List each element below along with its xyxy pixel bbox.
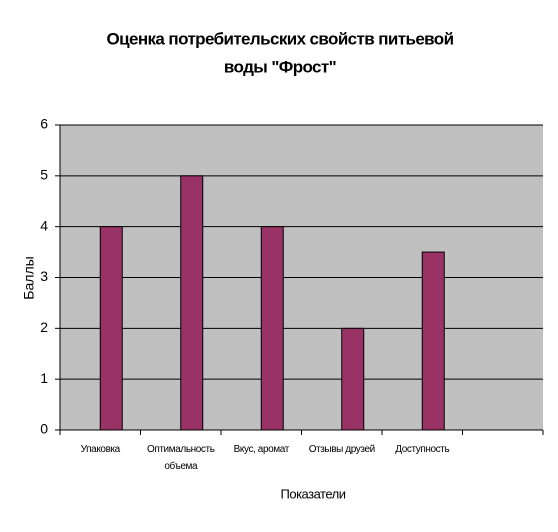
- bar: [180, 175, 204, 431]
- x-tick-label: Упаковка: [80, 444, 121, 455]
- chart-title: Оценка потребительских свойств питьевой: [107, 29, 454, 48]
- y-tick-label: 1: [40, 370, 48, 386]
- y-tick-label: 4: [40, 217, 48, 233]
- x-tick-label: Отзывы друзей: [308, 444, 376, 455]
- y-tick-label: 3: [40, 268, 48, 284]
- y-tick-label: 0: [40, 421, 48, 437]
- x-tick-label: Доступность: [395, 444, 450, 455]
- x-tick-label: Оптимальность объема: [146, 444, 215, 472]
- bar: [341, 327, 365, 431]
- x-axis-label: Показатели: [281, 486, 346, 501]
- y-tick-label: 2: [40, 319, 48, 335]
- bar: [421, 251, 445, 431]
- chart-title: воды "Фрост": [224, 57, 336, 76]
- y-tick-label: 5: [40, 167, 48, 183]
- x-tick-label: Вкус, аромат: [233, 444, 290, 455]
- bar: [260, 226, 284, 431]
- y-tick-label: 6: [40, 116, 48, 132]
- bar: [99, 226, 123, 431]
- y-axis-label: Баллы: [21, 256, 37, 299]
